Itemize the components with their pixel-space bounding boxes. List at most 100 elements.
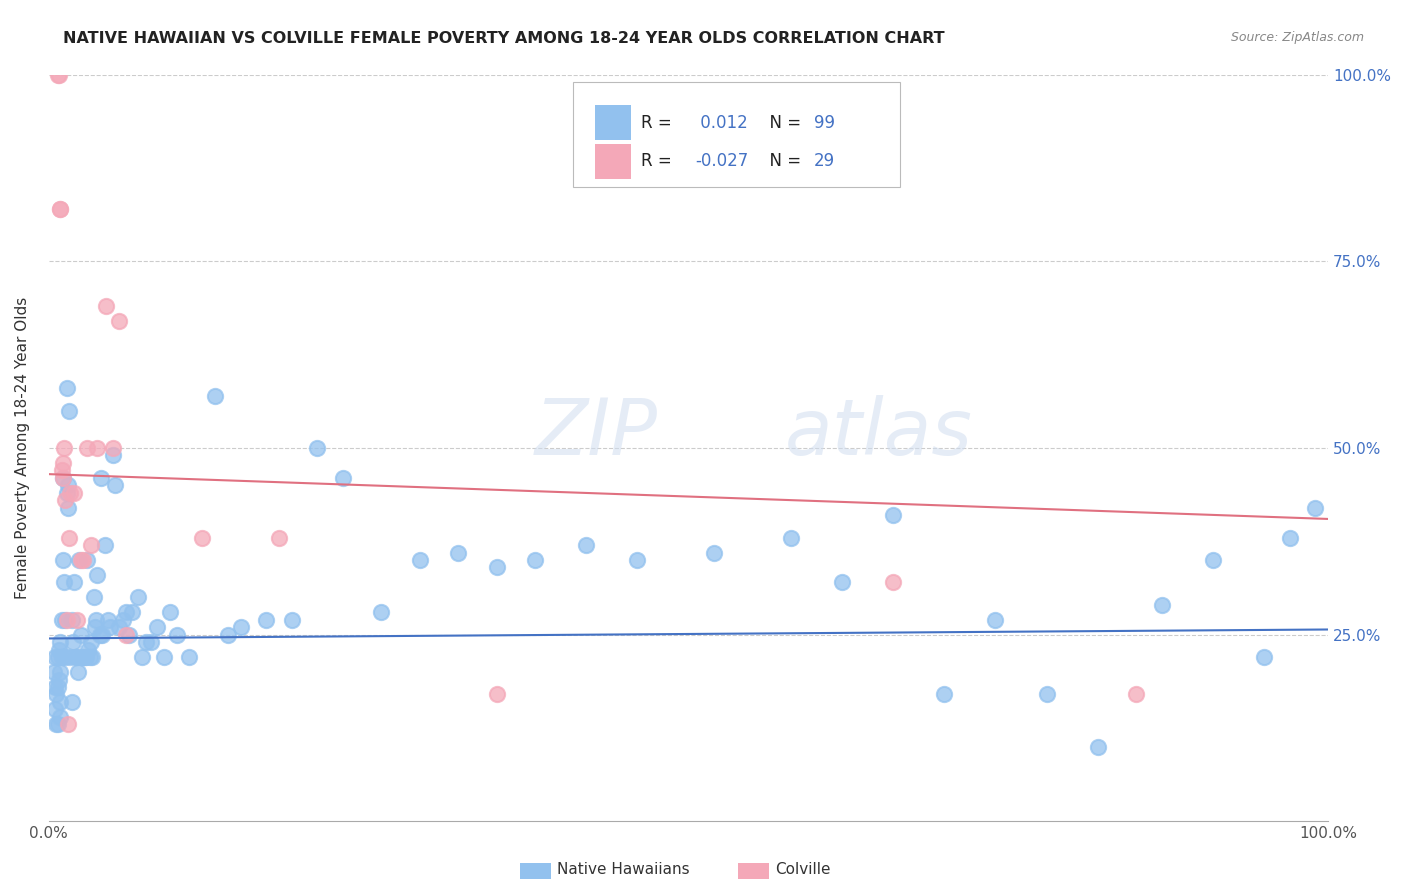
Text: R =: R = — [641, 113, 678, 132]
Point — [114, 605, 136, 619]
Point — [55, 493, 77, 508]
Point — [1305, 500, 1327, 515]
Point — [779, 531, 801, 545]
Point — [51, 613, 73, 627]
Text: Source: ZipAtlas.com: Source: ZipAtlas.com — [1230, 31, 1364, 45]
Y-axis label: Female Poverty Among 18-24 Year Olds: Female Poverty Among 18-24 Year Olds — [15, 297, 30, 599]
Text: -0.027: -0.027 — [695, 153, 748, 170]
Point — [52, 471, 75, 485]
Point — [75, 650, 97, 665]
Point — [42, 665, 65, 679]
Point — [77, 642, 100, 657]
Text: N =: N = — [759, 113, 806, 132]
Point — [1035, 688, 1057, 702]
Text: NATIVE HAWAIIAN VS COLVILLE FEMALE POVERTY AMONG 18-24 YEAR OLDS CORRELATION CHA: NATIVE HAWAIIAN VS COLVILLE FEMALE POVER… — [63, 31, 945, 46]
Point — [49, 695, 72, 709]
Point — [91, 628, 114, 642]
Point — [153, 650, 176, 665]
Point — [79, 650, 101, 665]
Point — [60, 695, 83, 709]
FancyBboxPatch shape — [595, 105, 631, 140]
Point — [254, 613, 277, 627]
Point — [101, 449, 124, 463]
Point — [52, 553, 75, 567]
Point — [166, 628, 188, 642]
Point — [46, 68, 69, 82]
Point — [58, 403, 80, 417]
Text: ZIP: ZIP — [534, 395, 658, 471]
Point — [575, 538, 598, 552]
Point — [55, 381, 77, 395]
Text: 99: 99 — [814, 113, 835, 132]
Point — [409, 553, 432, 567]
Point — [332, 471, 354, 485]
Point — [131, 650, 153, 665]
Point — [229, 620, 252, 634]
Point — [55, 613, 77, 627]
Point — [1087, 739, 1109, 754]
Point — [90, 471, 112, 485]
Point — [121, 605, 143, 619]
Point — [146, 620, 169, 634]
Point — [48, 68, 70, 82]
Point — [523, 553, 546, 567]
Point — [1150, 598, 1173, 612]
Point — [370, 605, 392, 619]
FancyBboxPatch shape — [574, 82, 900, 186]
Point — [703, 545, 725, 559]
Text: 0.012: 0.012 — [695, 113, 748, 132]
Point — [72, 553, 94, 567]
Point — [69, 553, 91, 567]
FancyBboxPatch shape — [595, 145, 631, 178]
Point — [882, 575, 904, 590]
Point — [204, 389, 226, 403]
Point — [281, 613, 304, 627]
Point — [48, 673, 70, 687]
Point — [51, 463, 73, 477]
Point — [55, 650, 77, 665]
Point — [82, 650, 104, 665]
Text: N =: N = — [759, 153, 806, 170]
Point — [70, 650, 93, 665]
Point — [62, 635, 84, 649]
Point — [98, 620, 121, 634]
Point — [46, 717, 69, 731]
Point — [179, 650, 201, 665]
Point — [60, 613, 83, 627]
Point — [69, 553, 91, 567]
Point — [67, 665, 90, 679]
Point — [111, 613, 134, 627]
Point — [1125, 688, 1147, 702]
Point — [65, 650, 87, 665]
Point — [49, 202, 72, 216]
Point — [217, 628, 239, 642]
Point — [49, 665, 72, 679]
Point — [69, 628, 91, 642]
Point — [51, 650, 73, 665]
Point — [44, 650, 66, 665]
Point — [94, 538, 117, 552]
Point — [831, 575, 853, 590]
Point — [191, 531, 214, 545]
Point — [53, 575, 76, 590]
Point — [485, 560, 508, 574]
Point — [626, 553, 648, 567]
Point — [53, 441, 76, 455]
Text: Native Hawaiians: Native Hawaiians — [557, 863, 689, 877]
Point — [267, 531, 290, 545]
Point — [1253, 650, 1275, 665]
Point — [84, 613, 107, 627]
Point — [52, 471, 75, 485]
Point — [76, 553, 98, 567]
Point — [984, 613, 1007, 627]
Text: atlas: atlas — [785, 395, 973, 471]
Point — [86, 568, 108, 582]
Point — [485, 688, 508, 702]
Point — [139, 635, 162, 649]
Point — [86, 441, 108, 455]
Point — [934, 688, 956, 702]
Point — [46, 680, 69, 694]
Point — [118, 628, 141, 642]
Text: R =: R = — [641, 153, 678, 170]
Point — [46, 650, 69, 665]
